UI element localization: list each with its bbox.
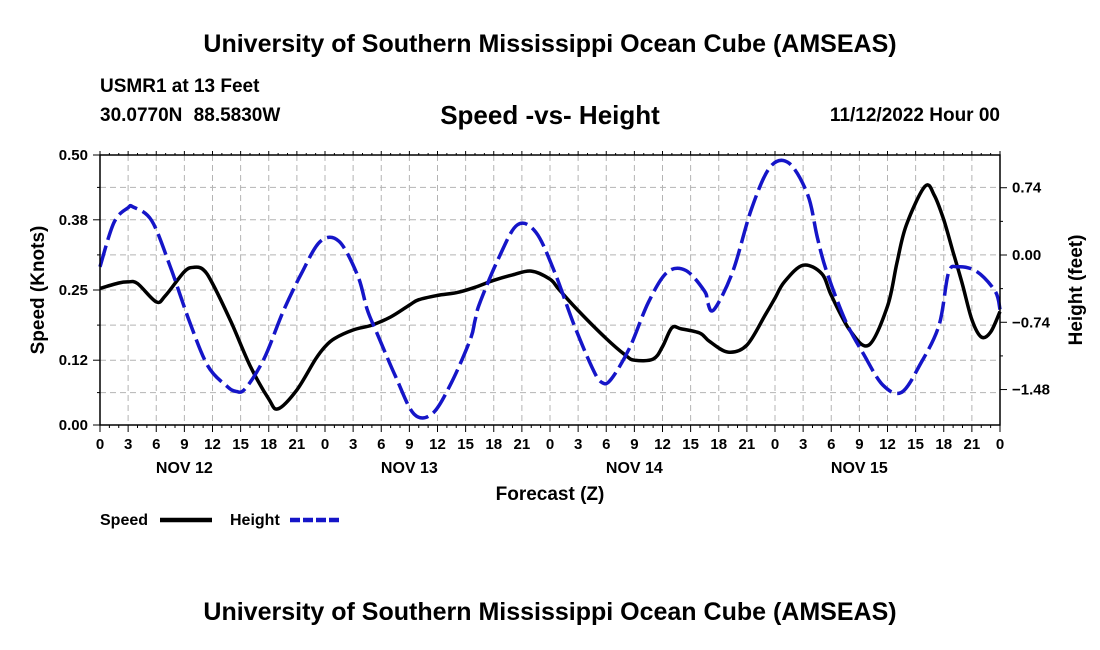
x-tick-label: 21	[739, 436, 756, 453]
x-tick-label: 18	[485, 436, 502, 453]
y-tick-label-left: 0.00	[59, 417, 88, 434]
x-tick-label: 12	[204, 436, 221, 453]
x-tick-label: 18	[710, 436, 727, 453]
date-label: NOV 15	[831, 460, 888, 477]
grid	[100, 155, 1000, 425]
x-tick-label: 6	[377, 436, 385, 453]
y-axis-label-right: Height (feet)	[1066, 235, 1087, 346]
axes: 0 3 6 9 12 15 18 21 0 3 6 9 12 15 18 21 0 3 6 9 12 15 18 21 0 3 6 9…	[59, 147, 1051, 477]
x-tick-label: 21	[514, 436, 531, 453]
x-tick-label: 18	[935, 436, 952, 453]
x-tick-label: 9	[180, 436, 188, 453]
x-tick-label: 3	[349, 436, 357, 453]
x-tick-label: 0	[96, 436, 104, 453]
x-tick-label: 0	[996, 436, 1004, 453]
series-line-speed	[99, 183, 1002, 411]
y-tick-label-right: −0.74	[1012, 314, 1051, 331]
x-tick-label: 12	[654, 436, 671, 453]
x-tick-label: 21	[289, 436, 306, 453]
x-tick-label: 21	[964, 436, 981, 453]
date-label: NOV 12	[156, 460, 213, 477]
x-tick-label: 12	[429, 436, 446, 453]
x-tick-label: 3	[799, 436, 807, 453]
x-tick-label: 9	[630, 436, 638, 453]
coordinates-label: 30.0770N 88.5830W	[100, 105, 281, 126]
x-tick-label: 6	[152, 436, 160, 453]
y-tick-label-left: 0.38	[59, 212, 88, 229]
date-label: NOV 14	[606, 460, 663, 477]
x-axis-label: Forecast (Z)	[496, 484, 605, 505]
chart-subtitle: Speed -vs- Height	[440, 100, 660, 130]
y-tick-label-left: 0.12	[59, 352, 88, 369]
x-tick-label: 15	[457, 436, 474, 453]
station-label: USMR1 at 13 Feet	[100, 76, 260, 97]
legend: Speed Height	[100, 512, 342, 529]
x-tick-label: 6	[827, 436, 835, 453]
legend-label-speed: Speed	[100, 512, 148, 529]
x-tick-label: 3	[574, 436, 582, 453]
x-tick-label: 12	[879, 436, 896, 453]
forecast-datetime: 11/12/2022 Hour 00	[829, 105, 1000, 126]
y-tick-label-left: 0.25	[59, 282, 88, 299]
x-tick-label: 6	[602, 436, 610, 453]
x-tick-label: 0	[771, 436, 779, 453]
date-label: NOV 13	[381, 460, 438, 477]
series-line-height	[98, 158, 1002, 420]
x-tick-label: 18	[260, 436, 277, 453]
y-tick-label-right: 0.74	[1012, 180, 1042, 197]
y-tick-label-right: 0.00	[1012, 247, 1041, 264]
y-axis-label-left: Speed (Knots)	[28, 226, 49, 355]
x-tick-label: 15	[907, 436, 924, 453]
y-tick-label-left: 0.50	[59, 147, 88, 164]
x-tick-label: 9	[855, 436, 863, 453]
y-tick-label-right: −1.48	[1012, 382, 1050, 399]
x-tick-label: 15	[682, 436, 699, 453]
x-tick-label: 3	[124, 436, 132, 453]
x-tick-label: 9	[405, 436, 413, 453]
footer-title: University of Southern Mississippi Ocean…	[203, 598, 897, 626]
x-tick-label: 0	[546, 436, 554, 453]
series-group	[98, 158, 1002, 420]
x-tick-label: 15	[232, 436, 249, 453]
x-tick-label: 0	[321, 436, 329, 453]
legend-label-height: Height	[230, 512, 280, 529]
main-title: University of Southern Mississippi Ocean…	[203, 30, 897, 58]
